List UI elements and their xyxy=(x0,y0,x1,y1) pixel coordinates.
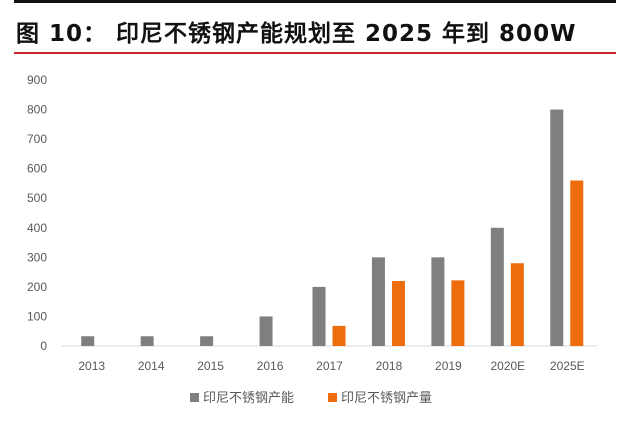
x-tick-label: 2025E xyxy=(550,359,585,373)
bar-2015-capacity xyxy=(200,336,214,346)
y-tick-label: 100 xyxy=(27,309,47,323)
x-tick-label: 2014 xyxy=(138,359,165,373)
x-tick-label: 2017 xyxy=(316,359,343,373)
bar-2017-capacity xyxy=(312,286,326,346)
y-tick-label: 300 xyxy=(27,250,47,264)
legend-swatch-capacity xyxy=(190,393,199,402)
y-tick-label: 0 xyxy=(40,339,47,353)
y-tick-label: 900 xyxy=(27,73,47,87)
bar-2018-capacity xyxy=(371,257,385,346)
x-tick-label: 2016 xyxy=(257,359,284,373)
bar-2017-output xyxy=(332,325,346,346)
bar-2019-capacity xyxy=(431,257,445,346)
y-tick-label: 500 xyxy=(27,191,47,205)
bar-2016-capacity xyxy=(259,316,273,346)
x-tick-label: 2015 xyxy=(197,359,224,373)
legend-label: 印尼不锈钢产量 xyxy=(341,391,432,406)
y-tick-label: 600 xyxy=(27,162,47,176)
legend-label: 印尼不锈钢产能 xyxy=(203,391,294,406)
bar-2020E-capacity xyxy=(490,227,504,346)
bar-2018-output xyxy=(391,280,405,346)
x-tick-label: 2020E xyxy=(490,359,525,373)
bar-2025E-output xyxy=(570,180,584,346)
bar-2019-output xyxy=(451,280,465,346)
y-tick-label: 800 xyxy=(27,103,47,117)
bar-2014-capacity xyxy=(140,336,154,346)
x-tick-label: 2013 xyxy=(78,359,105,373)
y-tick-label: 700 xyxy=(27,132,47,146)
bar-2013-capacity xyxy=(81,336,95,346)
x-tick-label: 2018 xyxy=(376,359,403,373)
bar-2025E-capacity xyxy=(550,109,564,346)
y-tick-label: 400 xyxy=(27,221,47,235)
legend-swatch-output xyxy=(328,393,337,402)
figure-title: 图 10： 印尼不锈钢产能规划至 2025 年到 800W xyxy=(16,21,577,47)
y-tick-label: 200 xyxy=(27,280,47,294)
title-underline xyxy=(14,52,616,54)
x-tick-label: 2019 xyxy=(435,359,462,373)
top-rule xyxy=(14,0,616,3)
bar-2020E-output xyxy=(510,263,524,346)
